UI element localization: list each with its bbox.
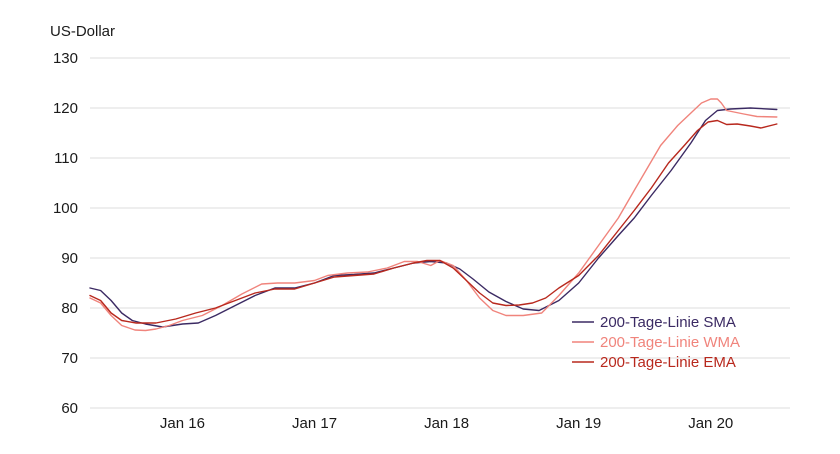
y-tick-label: 100 bbox=[53, 200, 78, 217]
y-tick-label: 120 bbox=[53, 100, 78, 117]
legend-item: 200-Tage-Linie SMA bbox=[572, 314, 736, 331]
x-axis-ticks: Jan 16 Jan 17 Jan 18 Jan 19 Jan 20 bbox=[160, 415, 733, 432]
legend-label: 200-Tage-Linie EMA bbox=[600, 354, 736, 371]
legend-item: 200-Tage-Linie EMA bbox=[572, 354, 736, 371]
y-tick-label: 110 bbox=[54, 150, 78, 167]
x-tick-label: Jan 17 bbox=[292, 415, 337, 432]
series-lines bbox=[89, 98, 778, 332]
legend-item: 200-Tage-Linie WMA bbox=[572, 334, 740, 351]
y-tick-label: 70 bbox=[61, 350, 78, 367]
y-axis-unit-label: US-Dollar bbox=[50, 23, 115, 40]
x-tick-label: Jan 19 bbox=[556, 415, 601, 432]
y-tick-label: 90 bbox=[61, 250, 78, 267]
x-tick-label: Jan 16 bbox=[160, 415, 205, 432]
legend-label: 200-Tage-Linie SMA bbox=[600, 314, 736, 331]
y-tick-label: 60 bbox=[61, 400, 78, 417]
y-axis-ticks: 60 70 80 90 100 110 120 130 bbox=[53, 50, 78, 417]
x-tick-label: Jan 18 bbox=[424, 415, 469, 432]
series-line-2 bbox=[89, 98, 778, 332]
series-line-1 bbox=[89, 107, 778, 328]
gridlines bbox=[90, 57, 790, 409]
x-tick-label: Jan 20 bbox=[688, 415, 733, 432]
legend-label: 200-Tage-Linie WMA bbox=[600, 334, 740, 351]
legend: 200-Tage-Linie SMA 200-Tage-Linie WMA 200-… bbox=[572, 314, 740, 371]
y-tick-label: 130 bbox=[53, 50, 78, 67]
y-tick-label: 80 bbox=[61, 300, 78, 317]
series-line-3 bbox=[89, 119, 778, 324]
